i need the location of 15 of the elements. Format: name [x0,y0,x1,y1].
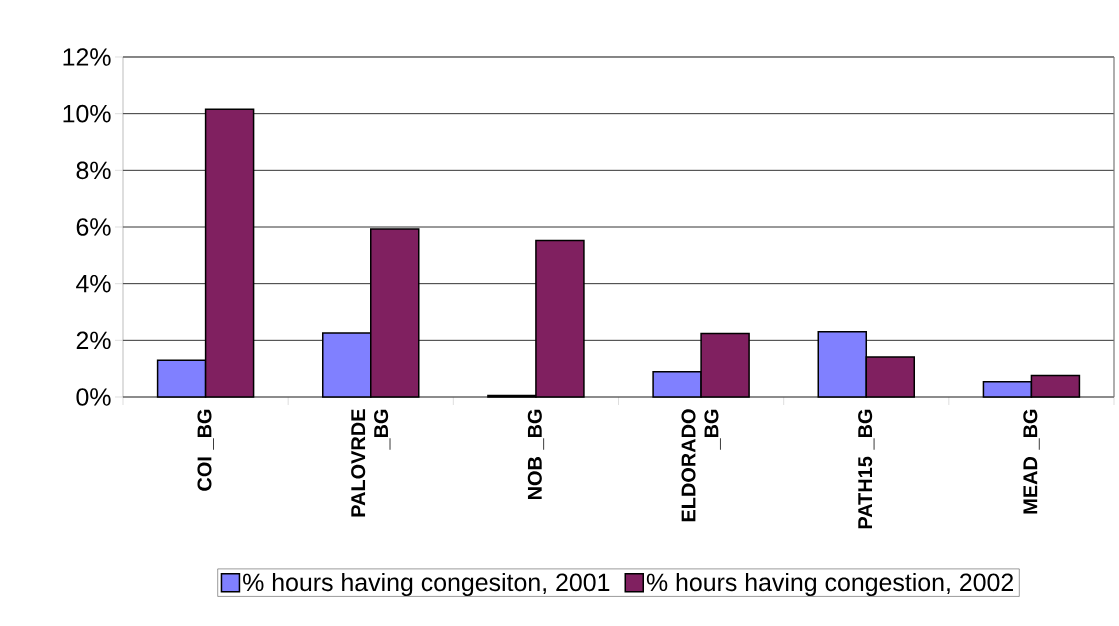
x-tick-label: PATH15 _BG [858,409,875,529]
x-tick-label: ELDORADO _BG [681,409,721,522]
y-tick-label: 8% [76,161,111,180]
y-tick-label: 2% [76,331,111,350]
y-tick-label: 0% [76,388,111,406]
y-tick-label: 6% [76,218,111,236]
y-tick-label: 12% [63,48,111,66]
x-tick-label: NOB _BG [527,409,545,500]
x-tick-label: MEAD _BG [1023,409,1040,514]
y-tick-label: 10% [63,104,111,123]
y-tick-label: 4% [76,274,111,293]
x-tick-label: PALOVRDE _BG [351,409,391,517]
legend-label: % hours having congestion, 2002 [646,572,1013,597]
legend-label: % hours having congesiton, 2001 [243,572,610,597]
x-tick-label: COI _BG [197,409,214,491]
